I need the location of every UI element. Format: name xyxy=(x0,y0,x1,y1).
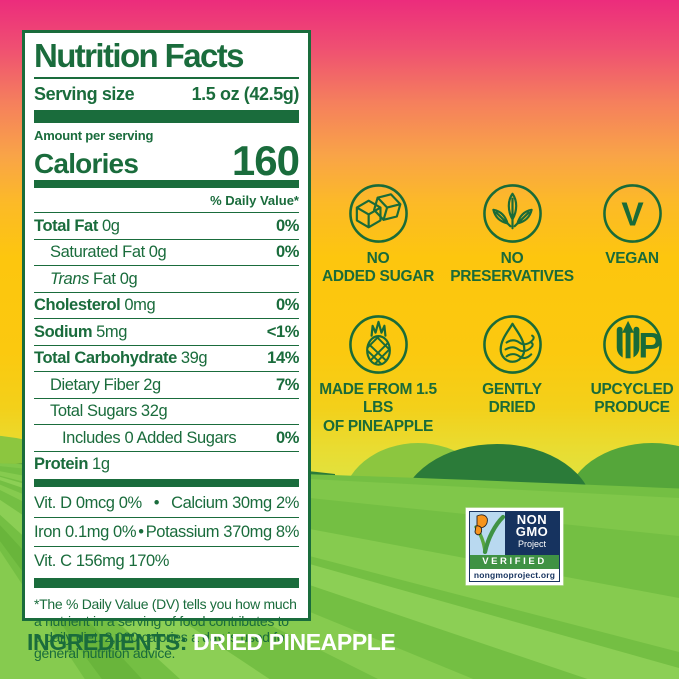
ingredients-line: INGREDIENTS: DRIED PINEAPPLE xyxy=(27,629,396,656)
nutrient-rows: Total Fat 0g 0% Saturated Fat 0g 0% Trans F… xyxy=(34,213,299,477)
nutrition-facts-title: Nutrition Facts xyxy=(34,38,299,79)
pineapple-icon xyxy=(348,315,408,374)
calories-value: 160 xyxy=(231,136,300,184)
badge-no-preservatives: NO PRESERVATIVES xyxy=(437,182,587,287)
micronutrient-row-1: Vit. D 0mcg 0% • Calcium 30mg 2% xyxy=(34,489,299,519)
svg-text:P: P xyxy=(638,325,662,365)
non-gmo-line1: NON xyxy=(516,512,548,527)
amount-per-serving-label: Amount per serving xyxy=(34,127,154,143)
daily-value-footnote: *The % Daily Value (DV) tells you how mu… xyxy=(34,596,297,662)
divider-bar-thick xyxy=(34,109,299,123)
vegan-v-icon: V xyxy=(602,184,662,243)
calories-row: Calories 160 xyxy=(34,136,300,184)
nutrient-row-sodium: Sodium 5mg <1% xyxy=(34,319,299,346)
micronutrient-row-3: Vit. C 156mg 170% xyxy=(34,552,170,571)
non-gmo-url: nongmoproject.org xyxy=(470,569,559,581)
serving-size-value: 1.5 oz (42.5g) xyxy=(191,83,300,104)
ingredients-label: INGREDIENTS: xyxy=(27,629,188,655)
non-gmo-verified-bar: VERIFIED xyxy=(470,555,559,569)
badge-made-from-pineapple: MADE FROM 1.5 LBS OF PINEAPPLE xyxy=(303,313,453,436)
upcycled-up-icon: P xyxy=(602,315,662,374)
butterfly-check-icon xyxy=(474,514,505,555)
sugar-cubes-icon xyxy=(348,184,408,243)
calories-label: Calories xyxy=(34,148,139,180)
nutrient-row-protein: Protein 1g xyxy=(34,455,110,474)
nutrient-row-total-sugars: Total Sugars 32g xyxy=(34,399,299,426)
badge-gently-dried: GENTLY DRIED xyxy=(437,313,587,418)
badge-vegan: V VEGAN xyxy=(572,182,679,268)
nutrient-row-added-sugars: Includes 0 Added Sugars 0% xyxy=(34,425,299,452)
non-gmo-butterfly-art xyxy=(470,512,505,555)
badge-label: UPCYCLED PRODUCE xyxy=(590,381,674,417)
badge-label: NO ADDED SUGAR xyxy=(321,250,435,286)
bullet: • xyxy=(138,523,144,542)
nutrient-row-saturated-fat: Saturated Fat 0g 0% xyxy=(34,240,299,267)
badge-label: GENTLY DRIED xyxy=(482,381,542,417)
serving-size-label: Serving size xyxy=(34,83,135,104)
non-gmo-project-badge: NON GMO Project VERIFIED nongmoproject.o… xyxy=(466,508,563,585)
divider-bar-thick xyxy=(34,578,299,589)
nutrient-row-cholesterol: Cholesterol 0mg 0% xyxy=(34,293,299,320)
non-gmo-wordmark: NON GMO Project xyxy=(505,512,559,555)
daily-value-header: % Daily Value* xyxy=(34,190,299,214)
badge-label: MADE FROM 1.5 LBS OF PINEAPPLE xyxy=(319,381,437,435)
leaves-icon xyxy=(482,184,542,243)
nutrient-row-total-fat: Total Fat 0g 0% xyxy=(34,213,299,240)
droplet-wind-icon xyxy=(482,315,542,374)
ingredients-value: DRIED PINEAPPLE xyxy=(187,629,396,655)
badge-upcycled-produce: P UPCYCLED PRODUCE xyxy=(572,313,679,418)
non-gmo-line2: GMO xyxy=(515,524,549,540)
divider-bar-medium xyxy=(34,180,299,189)
nutrient-row-total-carbohydrate: Total Carbohydrate 39g 14% xyxy=(34,346,299,373)
badge-label: NO PRESERVATIVES xyxy=(450,250,574,286)
divider-bar-medium xyxy=(34,479,299,488)
nutrition-facts-panel: Nutrition Facts Serving size 1.5 oz (42.… xyxy=(22,30,311,661)
serving-size-row: Serving size 1.5 oz (42.5g) xyxy=(34,79,299,109)
badge-no-added-sugar: NO ADDED SUGAR xyxy=(303,182,453,287)
bullet: • xyxy=(153,494,160,513)
svg-text:V: V xyxy=(621,196,644,233)
micronutrient-row-2: Iron 0.1mg 0% • Potassium 370mg 8% xyxy=(34,518,299,548)
nutrient-row-trans-fat: Trans Fat 0g xyxy=(34,266,299,293)
non-gmo-line3: Project xyxy=(517,538,546,549)
nutrient-row-dietary-fiber: Dietary Fiber 2g 7% xyxy=(34,372,299,399)
non-gmo-inner: NON GMO Project VERIFIED nongmoproject.o… xyxy=(469,511,560,582)
badge-label: VEGAN xyxy=(605,250,659,267)
